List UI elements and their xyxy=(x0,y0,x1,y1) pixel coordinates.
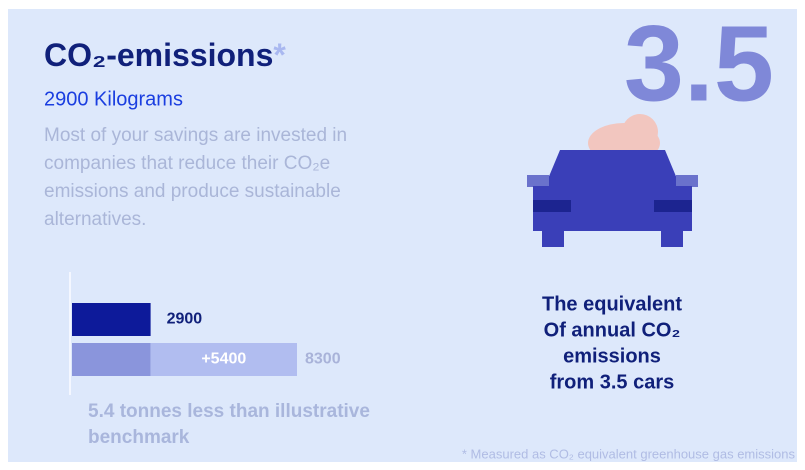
mirror xyxy=(676,175,698,187)
description-line: alternatives. xyxy=(44,209,146,230)
total-label: 8300 xyxy=(305,351,341,368)
subtitle: 2900 Kilograms xyxy=(44,88,183,110)
headlight xyxy=(654,200,692,212)
bar-segment xyxy=(72,343,151,376)
note-line: 5.4 tonnes less than illustrative xyxy=(88,401,370,422)
equivalent-line: Of annual CO₂ xyxy=(544,319,681,341)
description-line: Most of your savings are invested in xyxy=(44,125,347,146)
description-line: companies that reduce their CO₂e xyxy=(44,153,330,174)
bar-segment xyxy=(72,303,151,336)
smoke xyxy=(622,114,658,150)
equivalent-line: The equivalent xyxy=(542,293,682,315)
bar-label: +5400 xyxy=(201,351,246,368)
title-text: CO₂-emissions xyxy=(44,37,273,73)
highlight-number: 3.5 xyxy=(624,3,774,124)
title: CO₂-emissions* xyxy=(44,37,286,73)
headlight xyxy=(533,200,571,212)
mirror xyxy=(527,175,549,187)
description-line: emissions and produce sustainable xyxy=(44,181,341,202)
car-icon xyxy=(527,114,698,247)
equivalent-line: from 3.5 cars xyxy=(550,371,675,393)
equivalent-line: emissions xyxy=(563,345,661,367)
wheel xyxy=(542,231,564,247)
bar-segment xyxy=(150,343,297,376)
wheel xyxy=(661,231,683,247)
asterisk: * xyxy=(273,37,286,73)
bar-label: 2900 xyxy=(167,311,203,328)
footnote: * Measured as CO₂ equivalent greenhouse … xyxy=(462,446,796,461)
note-line: benchmark xyxy=(88,427,190,448)
car-roof xyxy=(545,150,680,186)
